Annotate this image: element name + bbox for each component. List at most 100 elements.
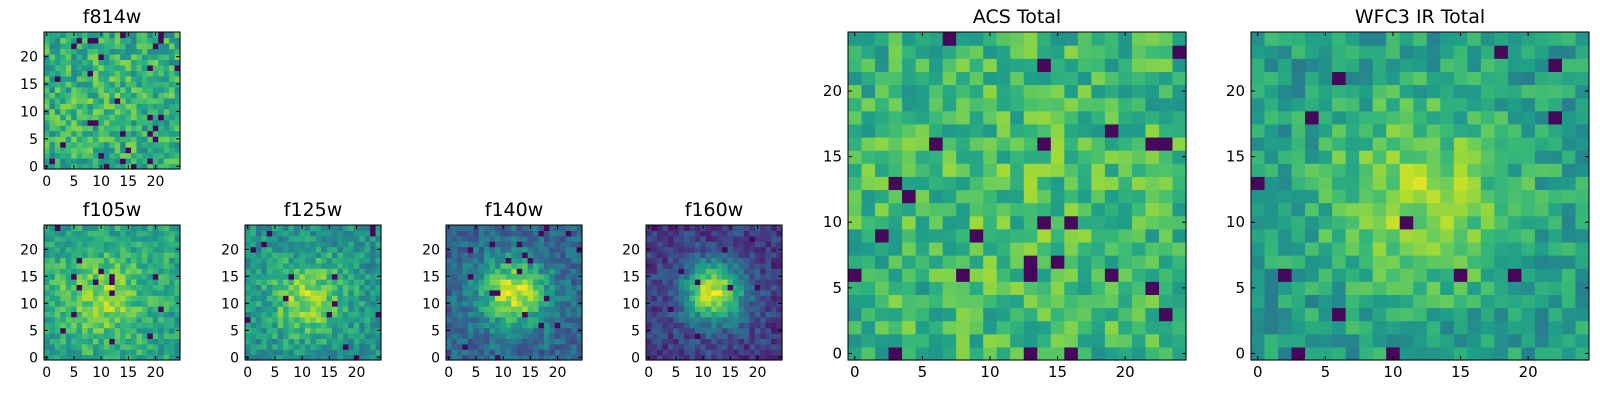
- heatmap-cell: [152, 108, 159, 115]
- heatmap-cell: [315, 349, 322, 356]
- heatmap-cell: [261, 322, 268, 329]
- heatmap-cell: [776, 333, 783, 339]
- heatmap-cell: [82, 59, 89, 66]
- heatmap-cell: [1158, 202, 1174, 217]
- heatmap-cell: [245, 306, 252, 312]
- heatmap-cell: [983, 84, 998, 99]
- heatmap-cell: [71, 147, 78, 154]
- heatmap-cell: [538, 327, 545, 334]
- heatmap-cell: [321, 262, 328, 269]
- heatmap-cell: [678, 273, 685, 280]
- heatmap-cell: [511, 241, 518, 248]
- heatmap-cell: [1145, 32, 1160, 46]
- axes-frame-f125w: [244, 224, 382, 361]
- heatmap-cell: [1413, 268, 1428, 282]
- heatmap-cell: [571, 273, 578, 280]
- heatmap-cell: [511, 230, 518, 237]
- heatmap-cell: [694, 349, 701, 356]
- heatmap-cell: [1131, 307, 1147, 322]
- heatmap-cell: [163, 97, 170, 104]
- heatmap-cell: [848, 32, 863, 46]
- heatmap-cell: [1305, 32, 1320, 46]
- heatmap-cell: [500, 311, 507, 318]
- heatmap-cell: [1467, 110, 1482, 125]
- heatmap-cell: [337, 268, 344, 275]
- heatmap-cell: [522, 225, 529, 231]
- heatmap-cell: [1104, 307, 1119, 322]
- heatmap-cell: [98, 141, 105, 148]
- heatmap-cell: [1548, 136, 1563, 151]
- heatmap-cell: [261, 333, 268, 339]
- heatmap-cell: [516, 289, 523, 296]
- heatmap-cell: [684, 252, 691, 258]
- heatmap-cell: [1023, 84, 1038, 99]
- heatmap-cell: [1077, 84, 1092, 99]
- heatmap-cell: [304, 289, 311, 296]
- heatmap-cell: [942, 307, 957, 322]
- heatmap-cell: [87, 163, 94, 170]
- heatmap-cell: [250, 338, 257, 345]
- heatmap-cell: [158, 48, 165, 55]
- heatmap-cell: [1426, 71, 1441, 86]
- heatmap-cell: [929, 176, 944, 191]
- heatmap-cell: [565, 338, 572, 345]
- heatmap-cell: [261, 241, 268, 248]
- heatmap-cell: [1467, 241, 1482, 256]
- heatmap-cell: [1534, 255, 1550, 269]
- heatmap-cell: [49, 53, 56, 60]
- heatmap-cell: [87, 53, 94, 60]
- heatmap-cell: [158, 268, 165, 275]
- heatmap-cell: [494, 252, 501, 258]
- heatmap-cell: [131, 59, 138, 66]
- heatmap-cell: [1413, 45, 1428, 59]
- heatmap-cell: [109, 37, 116, 44]
- heatmap-cell: [169, 97, 176, 104]
- heatmap-cell: [288, 295, 295, 302]
- heatmap-cell: [722, 333, 729, 339]
- heatmap-cell: [888, 136, 903, 151]
- heatmap-cell: [1318, 228, 1333, 243]
- heatmap-cell: [125, 86, 132, 93]
- heatmap-cell: [1118, 84, 1133, 99]
- heatmap-cell: [141, 322, 148, 329]
- heatmap-cell: [141, 311, 148, 318]
- heatmap-cell: [304, 354, 311, 361]
- heatmap-cell: [65, 125, 72, 132]
- heatmap-cell: [131, 262, 138, 269]
- heatmap-cell: [87, 338, 94, 345]
- heatmap-cell: [353, 235, 360, 242]
- heatmap-cell: [141, 32, 148, 39]
- heatmap-cell: [44, 114, 51, 121]
- heatmap-cell: [711, 273, 718, 280]
- heatmap-cell: [700, 349, 707, 356]
- heatmap-cell: [651, 262, 658, 269]
- heatmap-cell: [727, 322, 734, 329]
- heatmap-cell: [1480, 123, 1495, 138]
- heatmap-cell: [915, 163, 930, 177]
- heatmap-cell: [147, 119, 154, 126]
- heatmap-cell: [484, 306, 491, 312]
- heatmap-cell: [136, 241, 143, 248]
- heatmap-cell: [1480, 32, 1495, 46]
- heatmap-cell: [364, 257, 371, 264]
- heatmap-cell: [310, 327, 317, 334]
- heatmap-cell: [478, 241, 485, 248]
- heatmap-cell: [332, 343, 339, 350]
- heatmap-cell: [147, 354, 154, 361]
- heatmap-cell: [1440, 268, 1455, 282]
- heatmap-cell: [983, 110, 998, 125]
- heatmap-cell: [749, 273, 756, 280]
- heatmap-cell: [109, 147, 116, 154]
- heatmap-cell: [364, 316, 371, 323]
- heatmap-cell: [956, 333, 971, 348]
- heatmap-cell: [1131, 346, 1147, 361]
- x-tick-label: 0: [42, 365, 51, 381]
- heatmap-cell: [565, 327, 572, 334]
- heatmap-cell: [293, 257, 300, 264]
- heatmap-cell: [359, 257, 366, 264]
- heatmap-cell: [158, 141, 165, 148]
- heatmap-cell: [754, 333, 761, 339]
- heatmap-cell: [1386, 84, 1401, 99]
- heatmap-cell: [109, 158, 116, 165]
- heatmap-cell: [527, 235, 534, 242]
